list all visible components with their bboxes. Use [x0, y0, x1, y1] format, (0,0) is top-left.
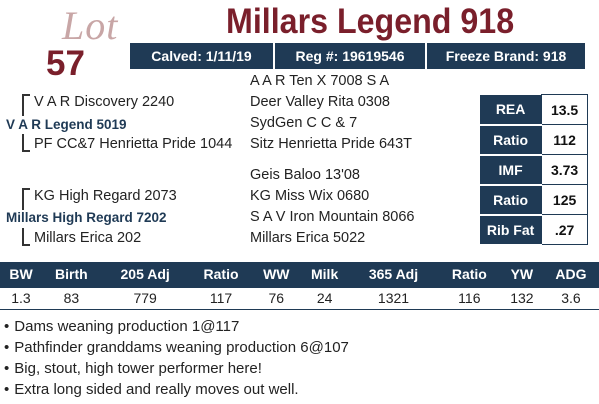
epd-label: Ratio: [480, 184, 542, 216]
table-row: Ratio 112: [480, 124, 588, 156]
freeze-brand: Freeze Brand: 918: [445, 48, 567, 64]
calved-date: Calved: 1/11/19: [130, 43, 275, 69]
column-header: YW: [500, 262, 543, 287]
table-cell: 132: [500, 286, 543, 310]
column-header: BW: [0, 262, 42, 287]
table-row: REA 13.5: [480, 94, 588, 126]
pedigree-bracket: [22, 228, 30, 246]
list-item: Extra long sided and really moves out we…: [4, 379, 349, 400]
dam-dam-sire: S A V Iron Mountain 8066: [250, 209, 415, 225]
column-header: Milk: [300, 262, 350, 287]
table-cell: 76: [252, 286, 301, 310]
column-header: 205 Adj: [100, 262, 190, 287]
table-row: Ratio 125: [480, 184, 588, 216]
epd-label: IMF: [480, 154, 542, 186]
table-cell: 779: [100, 286, 190, 310]
table-row: 1.3 83 779 117 76 24 1321 116 132 3.6: [0, 286, 599, 310]
epd-label: Rib Fat: [480, 214, 542, 246]
table-row: Rib Fat .27: [480, 214, 588, 246]
sire-dam: PF CC&7 Henrietta Pride 1044: [34, 136, 233, 152]
epd-label: Ratio: [480, 124, 542, 156]
table-cell: 24: [300, 286, 350, 310]
sire-dam-dam: Sitz Henrietta Pride 643T: [250, 136, 412, 152]
dam: Millars High Regard 7202: [6, 210, 167, 225]
sire-dam-sire: SydGen C C & 7: [250, 115, 358, 131]
column-header: Ratio: [189, 262, 253, 287]
epd-label: REA: [480, 94, 542, 126]
sire-sire: V A R Discovery 2240: [34, 94, 175, 110]
table-cell: 117: [189, 286, 253, 310]
dam-sire-dam: KG Miss Wix 0680: [250, 188, 370, 204]
epd-value: 13.5: [541, 94, 588, 125]
table-cell: 1321: [349, 286, 438, 310]
table-row: IMF 3.73: [480, 154, 588, 186]
registration-number: Reg #: 19619546: [275, 43, 427, 69]
lot-number: 57: [46, 44, 85, 83]
epd-value: 3.73: [541, 154, 588, 185]
column-header: WW: [252, 262, 301, 287]
epd-value: 125: [541, 184, 588, 215]
epd-value: 112: [541, 124, 588, 155]
sire: V A R Legend 5019: [6, 117, 127, 132]
epd-value: .27: [541, 214, 588, 245]
table-cell: 116: [437, 286, 501, 310]
list-item: Big, stout, high tower performer here!: [4, 358, 349, 379]
dam-dam-dam: Millars Erica 5022: [250, 230, 366, 246]
carcass-epd-table: REA 13.5 Ratio 112 IMF 3.73 Ratio 125 Ri…: [480, 94, 588, 246]
table-cell: 1.3: [0, 286, 42, 310]
column-header: Ratio: [437, 262, 501, 287]
list-item: Pathfinder granddams weaning production …: [4, 337, 349, 358]
info-bar: Calved: 1/11/19 Reg #: 19619546 Freeze B…: [130, 43, 585, 69]
pedigree-bracket: [22, 94, 30, 116]
table-cell: 83: [41, 286, 101, 310]
sire-sire-dam: Deer Valley Rita 0308: [250, 94, 390, 110]
column-header: 365 Adj: [349, 262, 438, 287]
dam-sire: KG High Regard 2073: [34, 188, 177, 204]
pedigree-bracket: [22, 134, 30, 152]
table-cell: 3.6: [542, 286, 599, 310]
table-header-row: BW Birth 205 Adj Ratio WW Milk 365 Adj R…: [0, 262, 599, 287]
sire-sire-sire: A A R Ten X 7008 S A: [250, 73, 390, 89]
dam-dam: Millars Erica 202: [34, 230, 142, 246]
pedigree-bracket: [22, 188, 30, 210]
animal-name-title: Millars Legend 918: [226, 2, 515, 41]
lot-label: Lot: [62, 3, 119, 48]
column-header: Birth: [41, 262, 101, 287]
list-item: Dams weaning production 1@117: [4, 316, 349, 337]
performance-table: BW Birth 205 Adj Ratio WW Milk 365 Adj R…: [0, 262, 599, 310]
column-header: ADG: [542, 262, 599, 287]
dam-sire-sire: Geis Baloo 13'08: [250, 167, 360, 183]
notes-list: Dams weaning production 1@117 Pathfinder…: [4, 316, 349, 400]
